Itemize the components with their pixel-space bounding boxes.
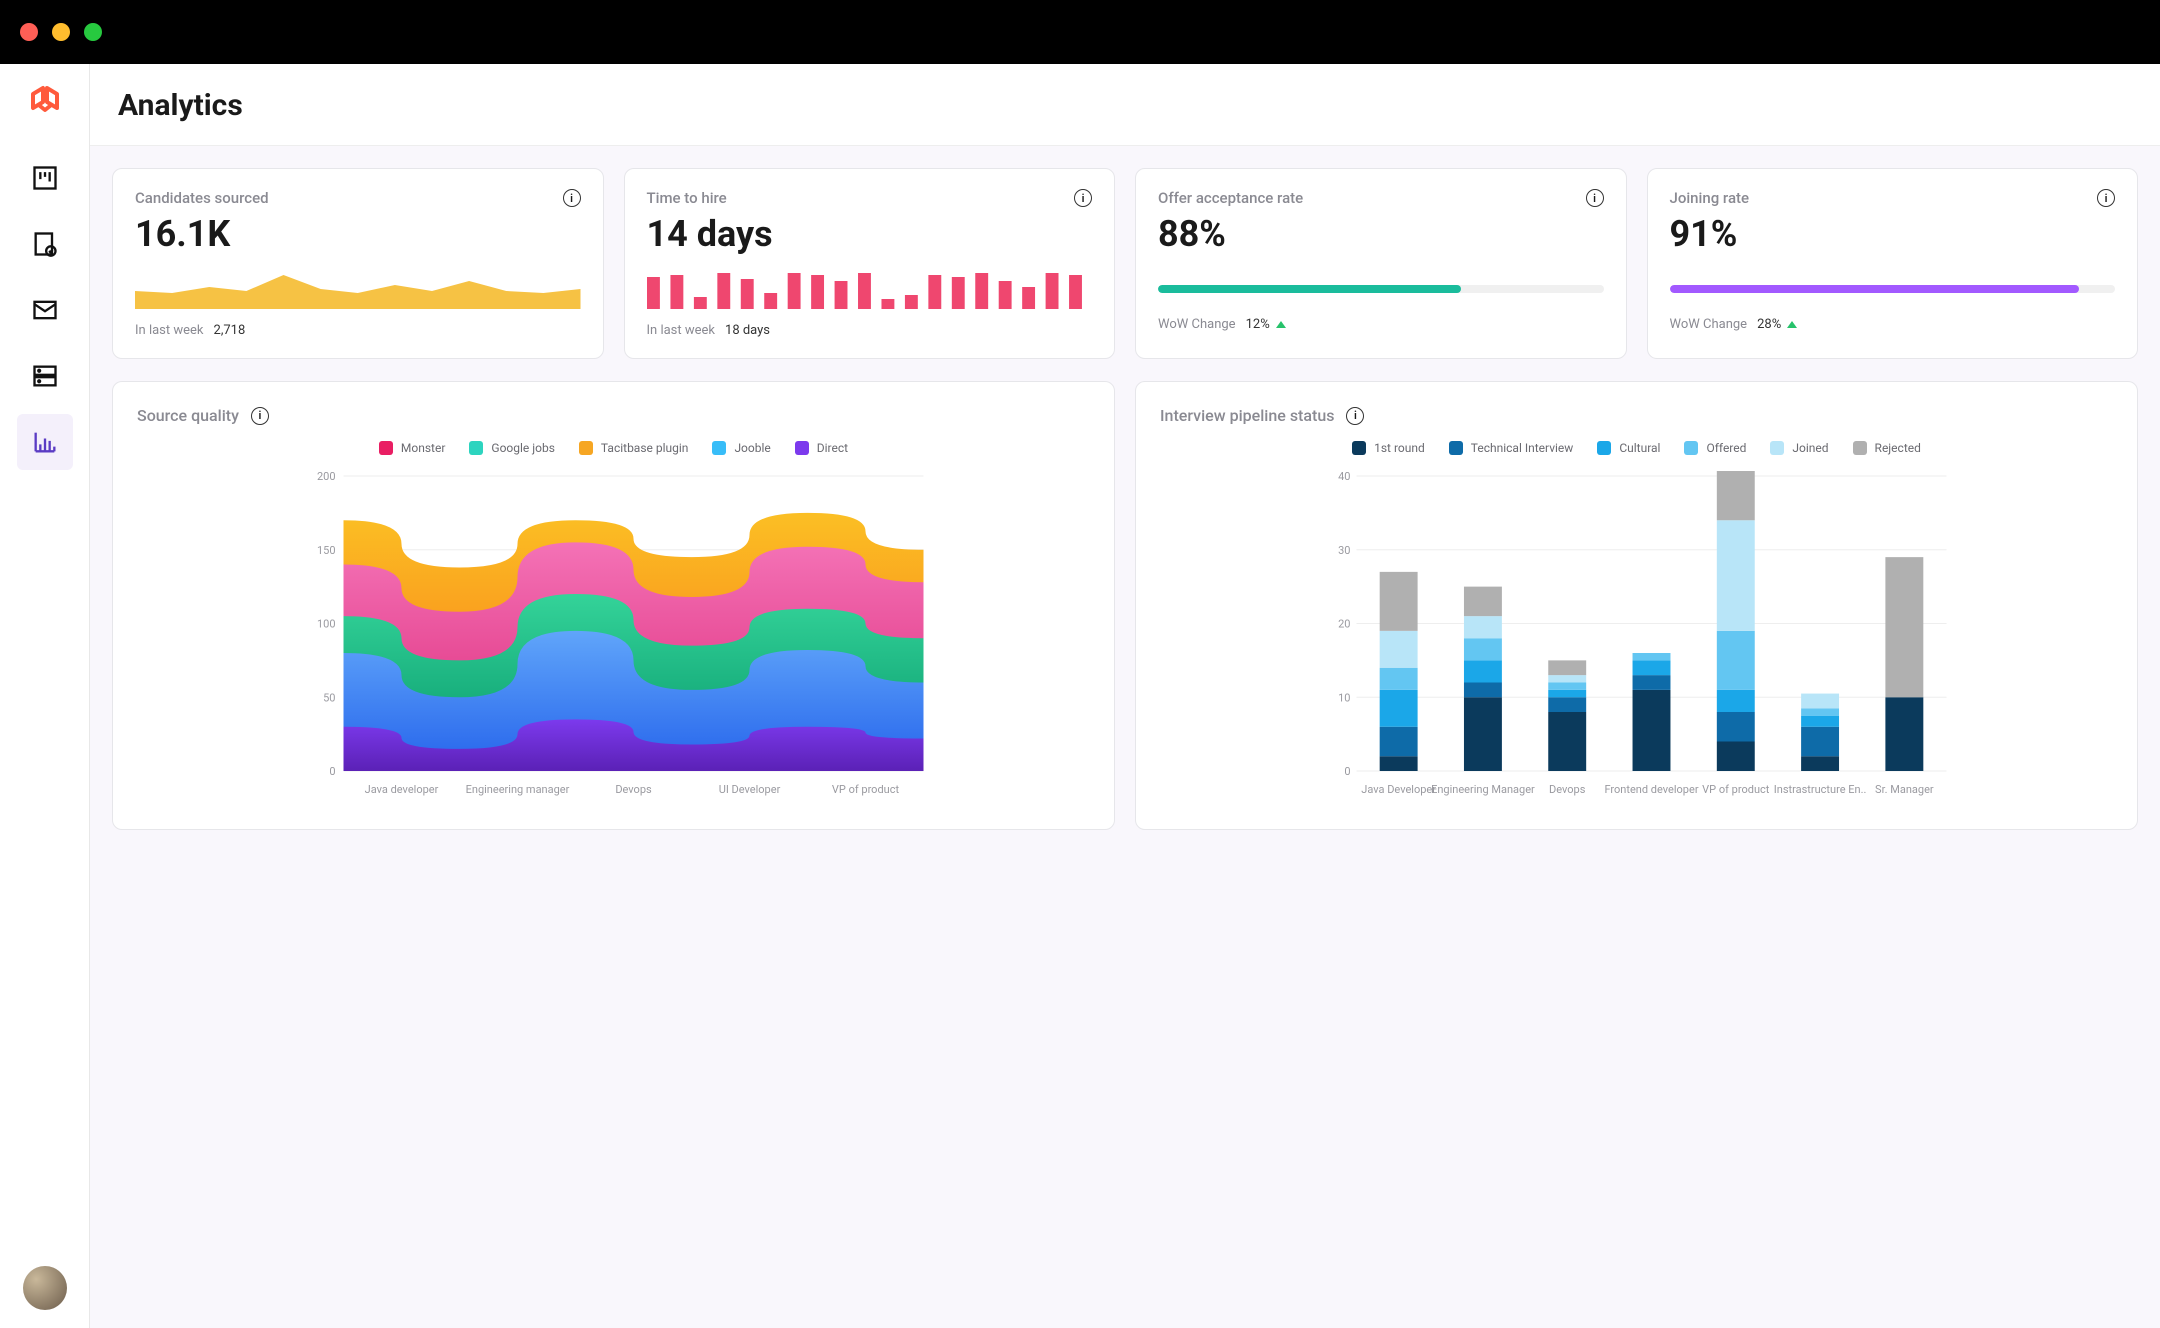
legend-item: Google jobs	[469, 441, 555, 455]
page-title: Analytics	[118, 88, 2132, 123]
kpi-card: Candidates sourced i 16.1K In last week2…	[112, 168, 604, 359]
svg-text:200: 200	[317, 471, 336, 483]
svg-text:Engineering Manager: Engineering Manager	[1431, 783, 1535, 796]
kpi-footer: WoW Change28%	[1670, 317, 2116, 332]
app-body: Analytics Candidates sourced i 16.1K In …	[0, 64, 2160, 1328]
source-quality-chart: 0 50 100 150 200 Java developer Engineering ma…	[137, 471, 1090, 801]
app-window: Analytics Candidates sourced i 16.1K In …	[0, 0, 2160, 1328]
kpi-card: Offer acceptance rate i 88% WoW Change12…	[1135, 168, 1627, 359]
svg-text:20: 20	[1338, 618, 1350, 631]
window-close-icon[interactable]	[20, 23, 38, 41]
sparkline-area	[135, 269, 581, 309]
progress-bar	[1670, 285, 2116, 293]
kpi-value: 14 days	[647, 213, 1093, 255]
content: Candidates sourced i 16.1K In last week2…	[90, 146, 2160, 852]
sidebar-item-server[interactable]	[17, 348, 73, 404]
source-quality-card: Source quality i Monster Google jobs Tacit…	[112, 381, 1115, 830]
legend-item: Direct	[795, 441, 848, 455]
svg-text:Java Developer: Java Developer	[1361, 783, 1436, 796]
kpi-row: Candidates sourced i 16.1K In last week2…	[112, 168, 2138, 359]
trend-up-icon	[1787, 321, 1797, 328]
info-icon[interactable]: i	[2097, 189, 2115, 207]
pipeline-legend: 1st round Technical Interview Cultural Offe…	[1160, 441, 2113, 455]
page-header: Analytics	[90, 64, 2160, 146]
titlebar	[0, 0, 2160, 64]
sidebar-item-mail[interactable]	[17, 282, 73, 338]
legend-item: Monster	[379, 441, 446, 455]
info-icon[interactable]: i	[1586, 189, 1604, 207]
kpi-card: Time to hire i 14 days In last week18 da…	[624, 168, 1116, 359]
legend-item: Cultural	[1597, 441, 1660, 455]
legend-item: 1st round	[1352, 441, 1425, 455]
progress-bar	[1158, 285, 1604, 293]
main: Analytics Candidates sourced i 16.1K In …	[90, 64, 2160, 1328]
svg-text:Frontend developer: Frontend developer	[1604, 783, 1698, 796]
info-icon[interactable]: i	[563, 189, 581, 207]
legend-item: Offered	[1684, 441, 1746, 455]
kpi-title: Joining rate	[1670, 189, 1750, 207]
pipeline-card: Interview pipeline status i 1st round Tec…	[1135, 381, 2138, 830]
svg-text:0: 0	[1344, 765, 1350, 778]
svg-text:150: 150	[317, 544, 336, 557]
avatar[interactable]	[23, 1266, 67, 1310]
kpi-card: Joining rate i 91% WoW Change28%	[1647, 168, 2139, 359]
kpi-footer: In last week18 days	[647, 323, 1093, 338]
sidebar	[0, 64, 90, 1328]
kpi-title: Offer acceptance rate	[1158, 189, 1303, 207]
svg-text:Java developer: Java developer	[365, 783, 439, 796]
svg-text:VP of product: VP of product	[1702, 783, 1770, 796]
info-icon[interactable]: i	[251, 407, 269, 425]
pipeline-chart: 0 10 20 30 40 Java DeveloperEngineering Manag…	[1160, 471, 2113, 801]
kpi-title: Candidates sourced	[135, 189, 269, 207]
source-quality-legend: Monster Google jobs Tacitbase plugin Jooble…	[137, 441, 1090, 455]
svg-text:0: 0	[329, 765, 335, 778]
legend-item: Tacitbase plugin	[579, 441, 689, 455]
sidebar-item-analytics[interactable]	[17, 414, 73, 470]
logo-icon[interactable]	[23, 80, 67, 128]
legend-item: Technical Interview	[1449, 441, 1574, 455]
kpi-value: 91%	[1670, 213, 2116, 255]
svg-text:Sr. Manager: Sr. Manager	[1875, 783, 1934, 796]
window-minimize-icon[interactable]	[52, 23, 70, 41]
svg-text:10: 10	[1338, 691, 1350, 704]
svg-text:40: 40	[1338, 471, 1350, 483]
kpi-value: 88%	[1158, 213, 1604, 255]
legend-item: Jooble	[712, 441, 770, 455]
kpi-footer: WoW Change12%	[1158, 317, 1604, 332]
sidebar-item-board[interactable]	[17, 150, 73, 206]
svg-text:Devops: Devops	[1549, 783, 1586, 796]
trend-up-icon	[1276, 321, 1286, 328]
svg-text:Devops: Devops	[615, 783, 652, 796]
info-icon[interactable]: i	[1074, 189, 1092, 207]
svg-text:100: 100	[317, 618, 336, 631]
kpi-title: Time to hire	[647, 189, 727, 207]
kpi-value: 16.1K	[135, 213, 581, 255]
svg-text:VP of product: VP of product	[832, 783, 900, 796]
legend-item: Joined	[1770, 441, 1828, 455]
svg-text:50: 50	[323, 691, 335, 704]
chart-title: Interview pipeline status	[1160, 406, 1334, 425]
sparkline-bars	[647, 269, 1093, 309]
svg-text:Instrastructure En..: Instrastructure En..	[1774, 783, 1867, 796]
kpi-footer: In last week2,718	[135, 323, 581, 338]
svg-text:UI Developer: UI Developer	[719, 783, 781, 796]
sidebar-item-tasks[interactable]	[17, 216, 73, 272]
info-icon[interactable]: i	[1346, 407, 1364, 425]
svg-text:30: 30	[1338, 544, 1350, 557]
chart-title: Source quality	[137, 406, 239, 425]
legend-item: Rejected	[1853, 441, 1921, 455]
charts-row: Source quality i Monster Google jobs Tacit…	[112, 381, 2138, 830]
window-maximize-icon[interactable]	[84, 23, 102, 41]
svg-text:Engineering manager: Engineering manager	[466, 783, 570, 796]
